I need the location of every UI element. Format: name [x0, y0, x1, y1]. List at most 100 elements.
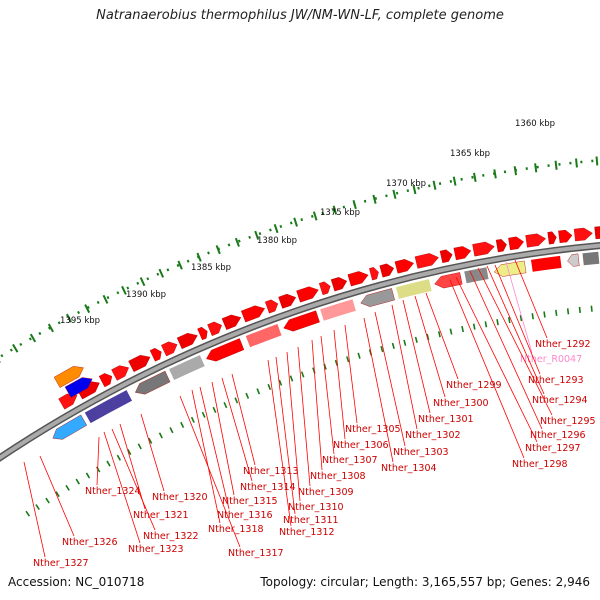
scale-tick [534, 163, 538, 173]
leader-line [179, 395, 241, 548]
scale-tick [121, 285, 127, 295]
inner-tick [391, 342, 395, 349]
cds-arrow-reverse [567, 253, 580, 267]
leader-line [414, 295, 446, 398]
cds-arrow-forward [394, 259, 415, 274]
cds-arrow-forward [369, 267, 379, 281]
gene-label: Nther_1306 [333, 440, 389, 451]
gene-label: Nther_1309 [298, 487, 354, 498]
scale-tick [554, 160, 558, 170]
scale-label: 1395 kbp [60, 316, 100, 326]
gene-label: Nther_1302 [405, 430, 461, 441]
scale-label: 1390 kbp [126, 290, 166, 300]
inner-tick [256, 388, 261, 395]
cds-arrow-forward [149, 347, 162, 362]
scale-label: 1385 kbp [191, 263, 231, 273]
inner-tick [300, 371, 305, 378]
inner-tick [484, 321, 488, 328]
cds-arrow-forward [495, 239, 507, 253]
cds-arrow-forward [58, 393, 78, 410]
inner-tick [555, 309, 558, 316]
gene-label: Nther_1304 [381, 463, 437, 474]
cds-arrow-reverse [283, 310, 320, 332]
cds-arrow-forward [508, 236, 524, 251]
gene-label: Nther_1315 [222, 496, 278, 507]
inner-tick [531, 313, 534, 320]
inner-tick [472, 323, 476, 330]
inner-tick [357, 352, 361, 359]
gene-label: Nther_1301 [418, 414, 474, 425]
inner-tick [267, 383, 272, 391]
cds-arrow-forward [558, 229, 573, 244]
leader-line [140, 413, 165, 492]
leader-line [425, 292, 459, 380]
scale-tick [65, 313, 72, 323]
leader-line [103, 431, 141, 544]
gene-label: Nther_1324 [85, 486, 141, 497]
cds-arrow-forward [98, 373, 113, 388]
inner-tick [180, 421, 185, 428]
inner-tick [35, 504, 40, 510]
inner-tick [116, 454, 122, 461]
scale-label: 1365 kbp [450, 149, 490, 159]
inner-tick [437, 331, 441, 338]
scale-label: 1360 kbp [515, 119, 555, 129]
inner-tick [169, 427, 174, 434]
scale-tick [273, 224, 279, 234]
gene-label: Nther_1318 [208, 524, 264, 535]
leader-line [469, 270, 543, 430]
gene-label: Nther_1327 [33, 558, 89, 569]
cds-arrow-forward [594, 226, 600, 240]
scale-tick [312, 211, 318, 221]
cds-arrow-forward [264, 299, 279, 314]
inner-tick [426, 333, 430, 341]
leader-line [505, 261, 533, 354]
genome-summary: Topology: circular; Length: 3,165,557 bp… [260, 575, 590, 589]
cds-arrow-forward [379, 263, 395, 278]
gene-label: Nther_1298 [512, 459, 568, 470]
scale-tick [352, 199, 357, 210]
scale-tick [254, 230, 260, 240]
gene-label: Nther_1307 [322, 455, 378, 466]
scale-tick [47, 323, 54, 333]
gene-label: Nther_1297 [525, 443, 581, 454]
gene-label: Nther_1314 [240, 482, 296, 493]
leader-line [514, 259, 548, 339]
inner-tick [278, 379, 283, 386]
inner-tick [543, 311, 546, 318]
leader-line [199, 386, 230, 510]
cds-arrow-forward [439, 249, 453, 264]
inner-tick [449, 328, 453, 335]
scale-tick [493, 169, 497, 179]
inner-tick [85, 472, 91, 479]
leader-line [191, 389, 221, 524]
leader-line [111, 428, 156, 531]
inner-tick [346, 356, 350, 363]
scale-tick [196, 252, 202, 262]
inner-tick [461, 325, 465, 333]
scale-tick [102, 294, 109, 304]
scale-tick [293, 217, 298, 227]
inner-tick [414, 336, 418, 343]
gene-label: Nther_1311 [283, 515, 339, 526]
cds-arrow-forward [472, 241, 495, 257]
leader-line [286, 351, 301, 502]
gene-label: Nther_1312 [279, 527, 335, 538]
scale-tick [595, 156, 599, 166]
inner-tick [45, 497, 50, 504]
scale-tick [452, 176, 457, 186]
cds-block [530, 255, 562, 272]
inner-tick [65, 484, 70, 491]
inner-tick [519, 315, 523, 322]
scale-tick [332, 205, 338, 215]
gene-label: Nther_1323 [128, 544, 184, 555]
gene-label: Nther_1322 [143, 531, 199, 542]
scale-label: 1380 kbp [257, 236, 297, 246]
inner-tick [127, 449, 132, 456]
gene-label: Nther_1293 [528, 375, 584, 386]
leader-line [231, 373, 256, 466]
cds-arrow-forward [573, 227, 593, 242]
inner-tick [590, 305, 593, 312]
